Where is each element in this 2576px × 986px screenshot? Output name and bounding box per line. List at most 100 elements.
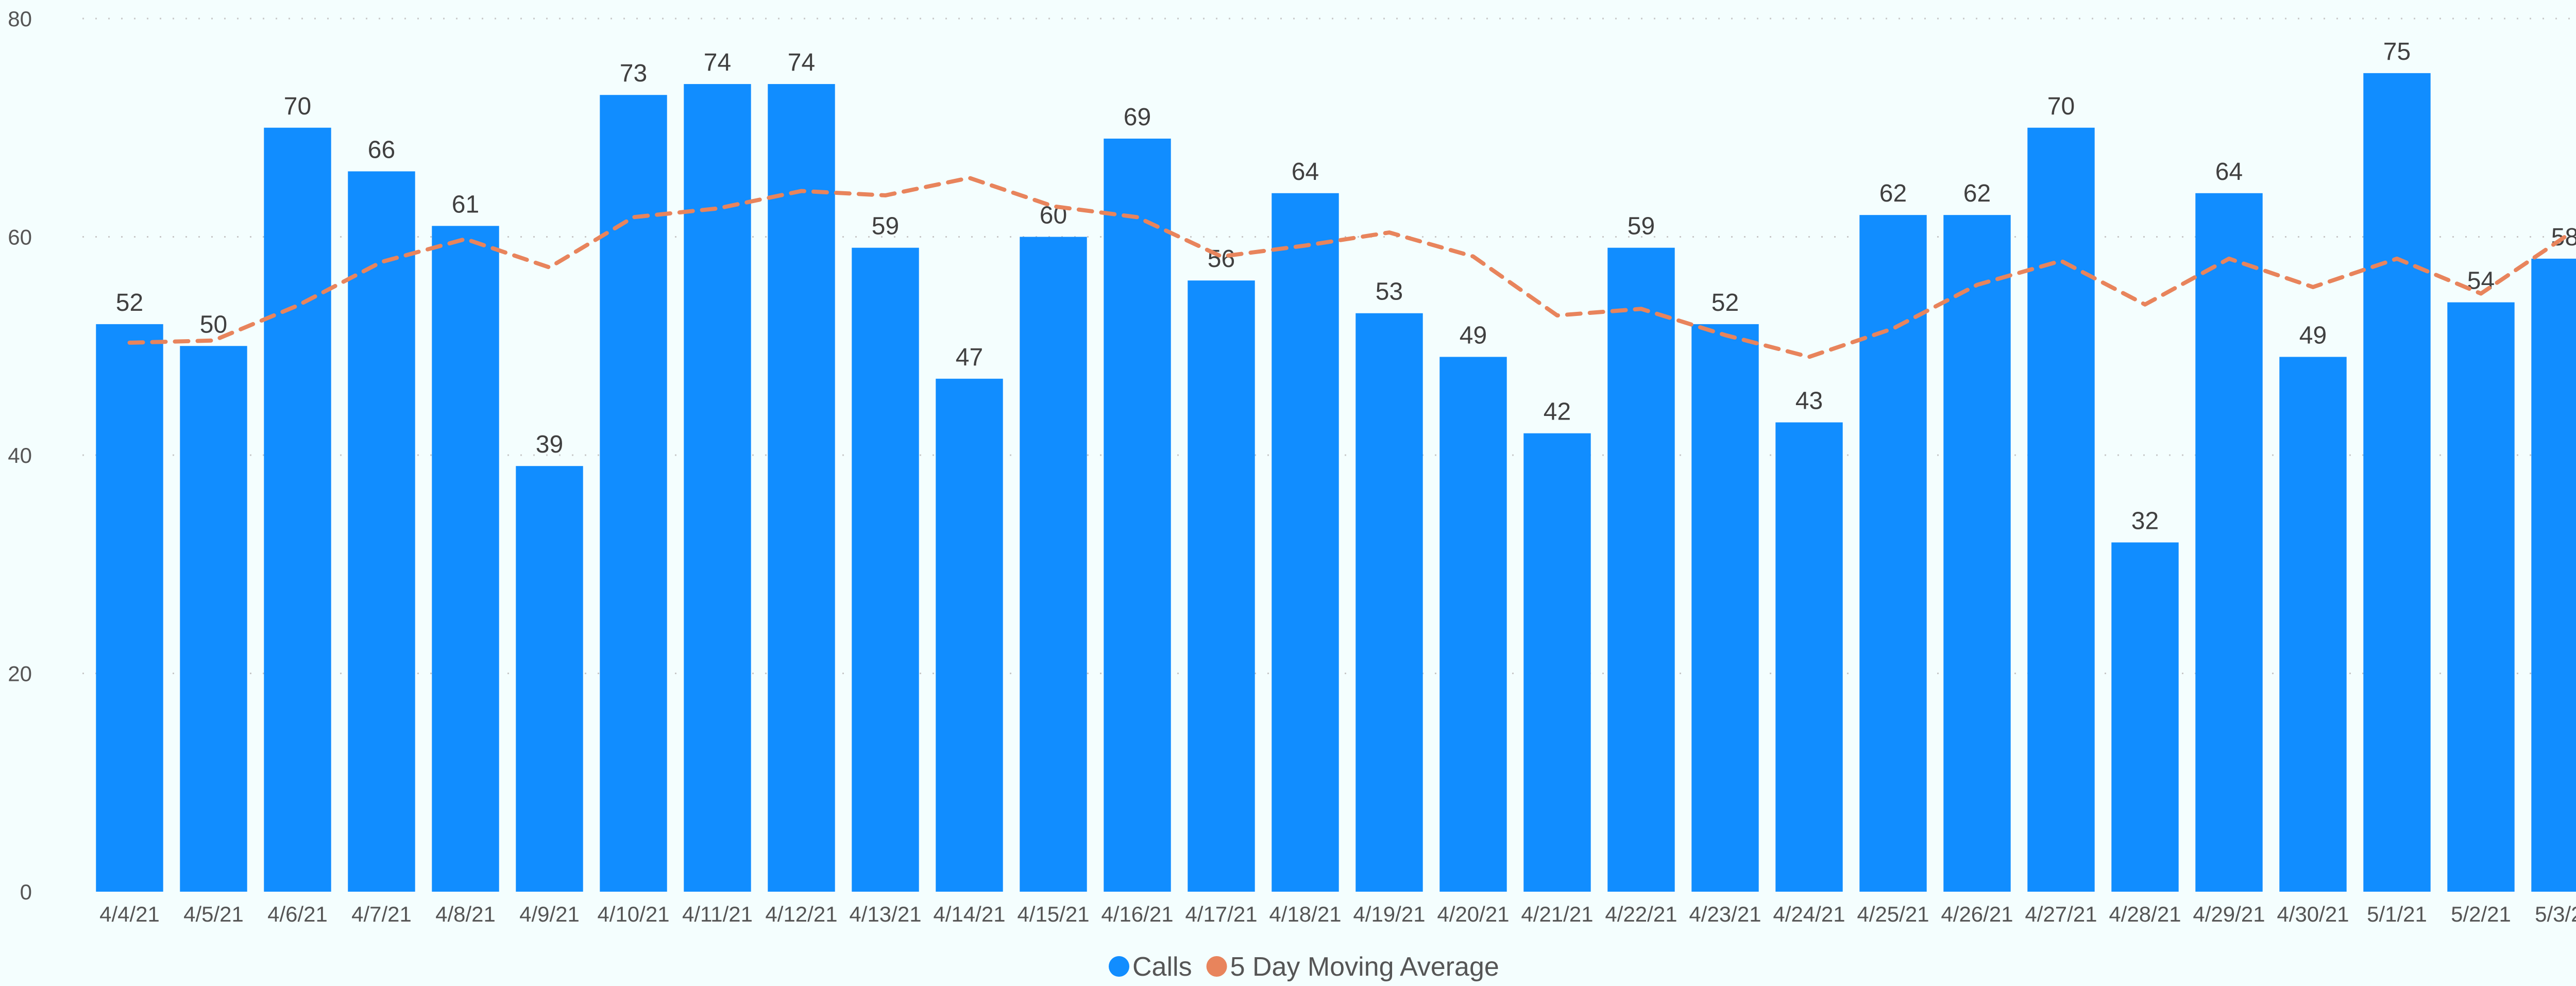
bar-calls-4-17-21 (1188, 280, 1255, 892)
data-label-calls: 75 (2383, 38, 2411, 65)
y-tick-label: 60 (8, 225, 32, 249)
bar-calls-4-20-21 (1439, 357, 1507, 892)
data-label-calls: 49 (1460, 322, 1487, 349)
bar-calls-5-3-21 (2531, 258, 2576, 892)
x-tick-label: 4/8/21 (435, 902, 496, 926)
x-tick-label: 5/3/21 (2535, 902, 2576, 926)
x-tick-label: 4/15/21 (1017, 902, 1089, 926)
x-tick-label: 4/29/21 (2193, 902, 2265, 926)
x-tick-label: 4/6/21 (267, 902, 328, 926)
data-label-calls: 69 (1124, 104, 1151, 131)
x-tick-label: 4/26/21 (1941, 902, 2013, 926)
data-label-calls: 49 (2299, 322, 2327, 349)
calls-bars (96, 73, 2576, 892)
data-label-calls: 56 (1208, 245, 1235, 273)
data-label-calls: 74 (704, 49, 731, 76)
data-label-calls: 47 (956, 344, 983, 371)
x-tick-label: 5/1/21 (2367, 902, 2427, 926)
x-tick-label: 4/20/21 (1437, 902, 1509, 926)
data-label-calls: 42 (1544, 398, 1571, 426)
x-tick-label: 4/22/21 (1605, 902, 1677, 926)
bar-calls-5-1-21 (2363, 73, 2431, 892)
moving-average-line (127, 176, 2567, 359)
bar-calls-4-21-21 (1523, 433, 1591, 892)
data-label-calls: 74 (788, 49, 815, 76)
data-label-calls: 53 (1376, 278, 1403, 306)
y-tick-label: 0 (20, 880, 32, 904)
bar-calls-4-27-21 (2027, 127, 2095, 892)
y-tick-label: 80 (8, 7, 32, 31)
bar-calls-4-24-21 (1775, 422, 1843, 892)
legend-swatch-moving-average (1206, 956, 1227, 977)
x-tick-label: 4/5/21 (183, 902, 244, 926)
data-label-calls: 43 (1795, 387, 1823, 414)
x-tick-label: 4/21/21 (1521, 902, 1593, 926)
data-label-calls: 61 (452, 191, 479, 218)
data-label-calls: 52 (1711, 289, 1739, 316)
data-label-calls: 52 (116, 289, 143, 316)
x-tick-label: 4/25/21 (1857, 902, 1929, 926)
x-tick-label: 4/11/21 (682, 902, 753, 926)
y-axis-ticks: 0 20 40 60 80 (8, 7, 32, 904)
data-label-calls: 64 (2215, 158, 2243, 186)
data-label-calls: 70 (284, 93, 311, 120)
x-tick-label: 4/19/21 (1353, 902, 1425, 926)
bar-calls-4-8-21 (432, 226, 499, 892)
moving-average-line-group (127, 176, 2567, 359)
y-tick-label: 20 (8, 662, 32, 686)
bar-calls-4-18-21 (1272, 193, 1339, 892)
legend-swatch-calls (1109, 956, 1129, 977)
bar-calls-4-26-21 (1943, 215, 2011, 892)
x-tick-label: 5/2/21 (2451, 902, 2511, 926)
bar-calls-4-4-21 (96, 324, 163, 892)
legend: Calls 5 Day Moving Average (1109, 952, 1499, 982)
bar-calls-4-6-21 (264, 127, 331, 892)
data-label-calls: 66 (368, 136, 395, 163)
data-label-calls: 50 (200, 311, 227, 338)
data-label-calls: 64 (1292, 158, 1319, 186)
bar-calls-4-9-21 (516, 466, 583, 892)
x-tick-label: 4/17/21 (1185, 902, 1257, 926)
bar-calls-4-30-21 (2279, 357, 2347, 892)
x-tick-label: 4/24/21 (1773, 902, 1845, 926)
bar-calls-4-13-21 (852, 247, 919, 892)
bar-calls-4-15-21 (1020, 237, 1087, 892)
bar-calls-4-7-21 (348, 171, 415, 892)
bar-calls-4-29-21 (2195, 193, 2263, 892)
x-tick-label: 4/10/21 (597, 902, 669, 926)
bar-calls-4-19-21 (1355, 313, 1423, 892)
bar-calls-4-23-21 (1691, 324, 1759, 892)
x-tick-label: 4/7/21 (351, 902, 412, 926)
data-label-calls: 54 (2467, 268, 2495, 295)
bar-calls-4-28-21 (2111, 542, 2179, 892)
x-tick-label: 4/9/21 (519, 902, 580, 926)
legend-label-moving-average: 5 Day Moving Average (1230, 952, 1499, 982)
data-label-calls: 70 (2047, 93, 2075, 120)
y-tick-label: 40 (8, 443, 32, 467)
legend-label-calls: Calls (1132, 952, 1192, 982)
data-label-calls: 62 (1963, 180, 1991, 207)
bar-calls-4-25-21 (1859, 215, 1927, 892)
x-tick-label: 4/30/21 (2277, 902, 2349, 926)
data-label-calls: 39 (536, 431, 563, 458)
x-tick-label: 4/14/21 (933, 902, 1005, 926)
bar-calls-4-22-21 (1607, 247, 1675, 892)
data-label-calls: 59 (872, 213, 899, 240)
bar-calls-4-11-21 (684, 84, 751, 892)
data-label-calls: 73 (620, 60, 647, 87)
x-tick-label: 4/23/21 (1689, 902, 1761, 926)
data-label-calls: 32 (2131, 507, 2159, 534)
x-tick-label: 4/28/21 (2109, 902, 2181, 926)
x-tick-label: 4/13/21 (849, 902, 921, 926)
data-label-calls: 59 (1628, 213, 1655, 240)
bar-calls-4-5-21 (180, 346, 247, 892)
bar-calls-5-2-21 (2447, 302, 2515, 892)
bar-calls-4-16-21 (1104, 138, 1171, 892)
bar-calls-4-10-21 (600, 95, 667, 892)
data-label-calls: 62 (1879, 180, 1907, 207)
x-axis-ticks: 4/4/21 4/5/21 4/6/21 4/7/21 4/8/21 4/9/21 4/10… (99, 902, 2576, 926)
gridlines (82, 18, 2576, 674)
